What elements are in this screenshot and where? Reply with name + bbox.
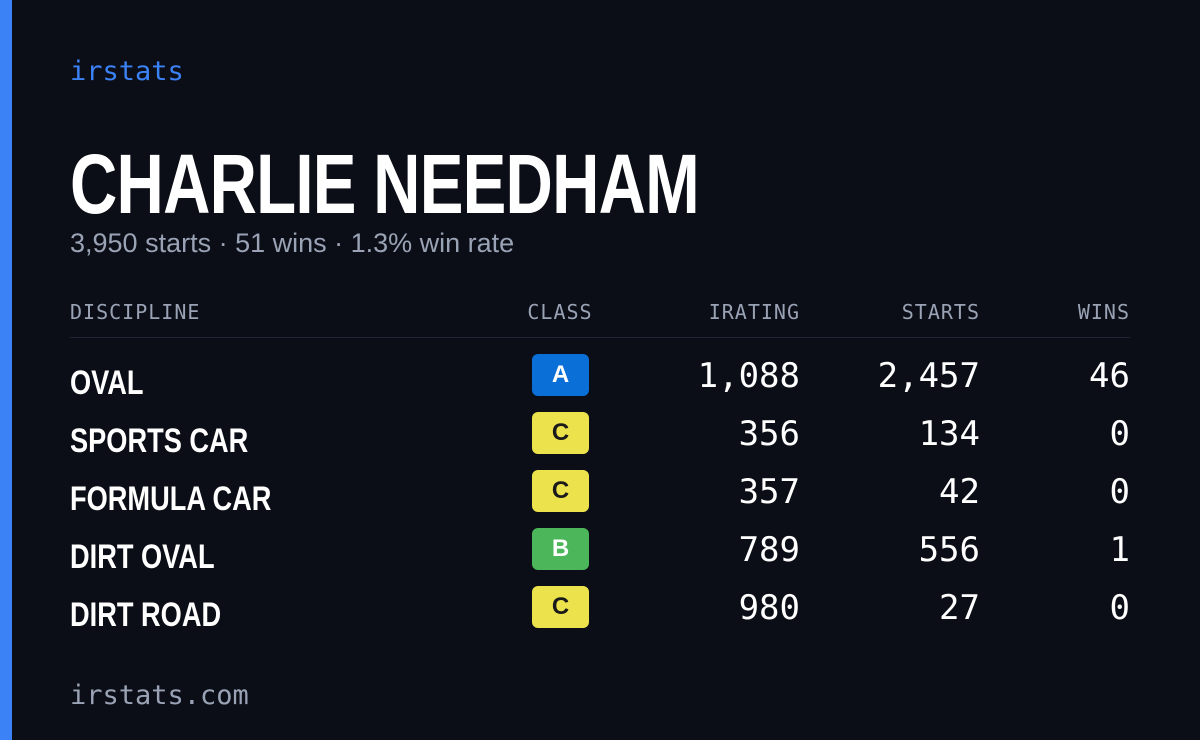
wins: 0 xyxy=(1109,414,1130,454)
wins: 1 xyxy=(1109,530,1130,570)
discipline: DIRT OVAL xyxy=(70,538,215,576)
irating: 356 xyxy=(738,414,800,454)
wins: 0 xyxy=(1109,588,1130,628)
brand: irstats xyxy=(70,56,184,87)
column-header: WINS xyxy=(1077,300,1130,324)
irating: 1,088 xyxy=(697,356,800,396)
starts: 42 xyxy=(939,472,980,512)
wins: 0 xyxy=(1109,472,1130,512)
header-rule xyxy=(70,337,1130,338)
driver-name: CHARLIE NEEDHAM xyxy=(70,137,700,231)
discipline: FORMULA CAR xyxy=(70,480,272,518)
class-badge: C xyxy=(532,470,589,512)
irating: 789 xyxy=(738,530,800,570)
class-badge: C xyxy=(532,412,589,454)
starts: 2,457 xyxy=(877,356,980,396)
column-header: STARTS xyxy=(901,300,980,324)
discipline: OVAL xyxy=(70,364,144,402)
footer-url: irstats.com xyxy=(70,680,249,711)
irating: 980 xyxy=(738,588,800,628)
summary: 3,950 starts · 51 wins · 1.3% win rate xyxy=(70,228,515,258)
discipline: SPORTS CAR xyxy=(70,422,249,460)
wins: 46 xyxy=(1089,356,1130,396)
starts: 134 xyxy=(918,414,980,454)
irating: 357 xyxy=(738,472,800,512)
discipline: DIRT ROAD xyxy=(70,596,222,634)
class-badge: B xyxy=(532,528,589,570)
starts: 556 xyxy=(918,530,980,570)
class-badge: C xyxy=(532,586,589,628)
column-header: DISCIPLINE xyxy=(70,300,201,324)
column-header: IRATING xyxy=(708,300,800,324)
column-header: CLASS xyxy=(527,300,593,324)
class-badge: A xyxy=(532,354,589,396)
starts: 27 xyxy=(939,588,980,628)
accent-bar xyxy=(0,0,12,740)
